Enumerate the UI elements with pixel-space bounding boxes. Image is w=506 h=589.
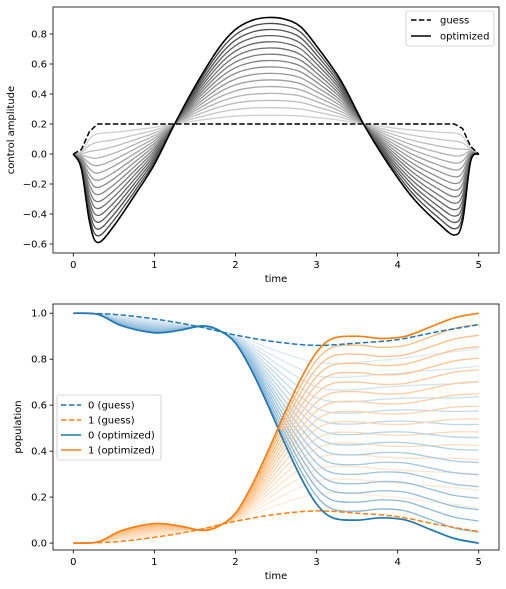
iteration-line-1 xyxy=(73,357,479,544)
iteration-line-1 xyxy=(73,405,479,544)
iteration-line xyxy=(72,59,479,196)
iteration-line-0 xyxy=(73,312,479,414)
legend-label-3: 1 (optimized) xyxy=(88,446,155,457)
iteration-line-1 xyxy=(73,345,479,544)
y-tick-label: 0.8 xyxy=(31,355,47,366)
x-tick-label: 0 xyxy=(70,557,76,568)
iteration-line-0 xyxy=(73,312,479,439)
x-tick-label: 5 xyxy=(476,260,482,271)
x-tick-label: 3 xyxy=(313,557,319,568)
y-tick-label: −0.2 xyxy=(23,180,47,191)
iteration-line-1 xyxy=(73,334,479,544)
iteration-line-0 xyxy=(73,312,479,522)
optimized-line-1 xyxy=(73,312,479,545)
iteration-line xyxy=(73,114,480,155)
iteration-line-0 xyxy=(73,312,479,391)
legend-label-0: 0 (guess) xyxy=(88,401,135,412)
y-tick-label: 0.8 xyxy=(31,30,47,41)
x-tick-label: 2 xyxy=(232,557,238,568)
iteration-line-1 xyxy=(73,442,479,544)
iteration-line-0 xyxy=(73,312,479,426)
iteration-line-0 xyxy=(73,312,479,379)
control-amplitude-chart: 0 1 2 3 4 5 −0.6 −0.4 −0.2 0.0 0.2 0.4 0.6 0.8 time con… xyxy=(6,6,500,285)
y-tick-label: 0.0 xyxy=(31,150,47,161)
x-axis-label: time xyxy=(265,571,288,582)
legend-label-1: 1 (guess) xyxy=(88,416,135,427)
y-tick-label: 0.2 xyxy=(31,493,47,504)
iteration-line xyxy=(73,92,480,159)
optimized-line xyxy=(72,16,480,244)
iteration-line-1 xyxy=(73,381,479,544)
optimized-line-0 xyxy=(73,312,479,544)
legend-label-2: 0 (optimized) xyxy=(88,431,155,442)
iteration-line xyxy=(72,41,480,217)
y-tick-label: −0.6 xyxy=(23,240,47,251)
y-axis-label: control amplitude xyxy=(6,86,17,174)
iteration-line-1 xyxy=(73,465,479,544)
x-tick-label: 3 xyxy=(313,260,319,271)
legend: 0 (guess) 1 (guess) 0 (optimized) 1 (optimi… xyxy=(56,394,162,461)
y-tick-label: 1.0 xyxy=(31,309,47,320)
iteration-line-0 xyxy=(73,312,479,365)
x-tick-label: 4 xyxy=(394,557,400,568)
iteration-line-1 xyxy=(73,369,479,544)
x-tick-label: 4 xyxy=(394,260,400,271)
x-tick-label: 0 xyxy=(70,260,76,271)
guess-line xyxy=(72,123,480,155)
population-chart: 0 1 2 3 4 5 0.0 0.2 0.4 0.6 0.8 1.0 time population 0 … xyxy=(13,303,500,582)
y-tick-label: 0.4 xyxy=(31,90,47,101)
x-axis-label: time xyxy=(265,274,288,285)
iteration-line-1 xyxy=(73,492,479,544)
iteration-line xyxy=(72,22,480,237)
iteration-line-0 xyxy=(73,312,479,464)
iteration-line xyxy=(72,72,479,181)
y-tick-label: 0.4 xyxy=(31,447,47,458)
plot-frame xyxy=(52,303,500,551)
legend-box xyxy=(56,394,162,461)
iteration-line xyxy=(72,34,480,223)
iteration-line-0 xyxy=(73,312,479,488)
iteration-line-0 xyxy=(73,312,479,403)
y-tick-label: 0.6 xyxy=(31,60,47,71)
iteration-line xyxy=(73,79,479,174)
x-tick-label: 2 xyxy=(232,260,238,271)
iteration-line-0 xyxy=(73,312,479,476)
iteration-line xyxy=(72,28,480,230)
plot-frame xyxy=(52,6,500,254)
iteration-line-1 xyxy=(73,418,479,544)
iteration-line-1 xyxy=(73,453,479,544)
x-tick-label: 1 xyxy=(151,260,157,271)
iteration-line-1 xyxy=(73,393,479,544)
iteration-line xyxy=(72,47,479,210)
iteration-line-0 xyxy=(73,312,479,499)
y-tick-label: 0.0 xyxy=(31,539,47,550)
iteration-line-1 xyxy=(73,478,479,544)
y-tick-label: 0.2 xyxy=(31,120,47,131)
legend: guess optimized xyxy=(405,10,495,47)
y-tick-label: 0.6 xyxy=(31,401,47,412)
iteration-line xyxy=(72,53,479,203)
y-axis-label: population xyxy=(13,400,24,453)
x-tick-label: 1 xyxy=(151,557,157,568)
iteration-line xyxy=(73,85,479,167)
iteration-line xyxy=(73,99,480,155)
legend-label-guess: guess xyxy=(440,16,469,27)
iteration-line-1 xyxy=(73,431,479,544)
x-tick-label: 5 xyxy=(476,557,482,568)
y-tick-label: −0.4 xyxy=(23,210,47,221)
iteration-line xyxy=(73,106,480,155)
iteration-line xyxy=(72,66,479,189)
legend-label-optimized: optimized xyxy=(440,32,489,43)
iteration-line-0 xyxy=(73,312,479,511)
iteration-line-0 xyxy=(73,312,479,451)
